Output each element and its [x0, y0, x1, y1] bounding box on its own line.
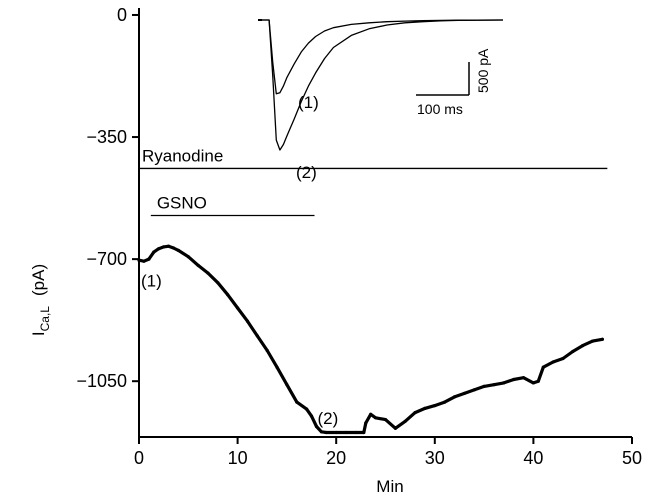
- x-tick-label: 50: [622, 448, 642, 468]
- inset-trace-label-1: (1): [298, 93, 319, 112]
- series-point: [521, 376, 526, 380]
- x-tick-label: 10: [228, 448, 248, 468]
- y-tick-label: −700: [86, 249, 127, 269]
- series-point: [472, 388, 476, 392]
- scale-bar-current-label: 500 pA: [475, 48, 491, 93]
- series-point: [309, 414, 314, 418]
- series-point: [171, 246, 176, 250]
- annotation-1: (1): [141, 272, 162, 291]
- inset-trace-2: [262, 19, 504, 151]
- series-point: [295, 400, 299, 404]
- series-point: [255, 334, 259, 338]
- series-point: [541, 365, 545, 369]
- y-tick-label: −1050: [76, 371, 127, 391]
- series-point: [482, 384, 486, 388]
- series-point: [443, 400, 447, 404]
- series-point: [152, 250, 156, 254]
- y-tick-label: 0: [117, 5, 127, 25]
- series-point: [206, 271, 210, 275]
- series-point: [502, 381, 506, 385]
- series-point: [334, 430, 338, 435]
- series-point: [324, 430, 328, 435]
- series-point: [142, 259, 146, 263]
- series-point: [236, 306, 240, 310]
- series-point: [176, 248, 180, 252]
- series-point: [571, 349, 575, 354]
- series-point: [275, 365, 279, 369]
- inset-trace-label-2: (2): [296, 163, 317, 182]
- series-point: [305, 407, 309, 411]
- y-axis-label-sub: Ca,L: [38, 306, 52, 332]
- series-point: [374, 416, 378, 420]
- main-series: [137, 244, 605, 435]
- series-point: [186, 255, 190, 259]
- series-point: [492, 383, 496, 387]
- x-tick-label: 30: [425, 448, 445, 468]
- series-point: [344, 430, 348, 435]
- series-point: [137, 258, 141, 262]
- y-axis-label-main: I: [29, 331, 48, 336]
- series-point: [354, 430, 358, 435]
- bar-label-gsno: GSNO: [157, 194, 207, 213]
- treatment-bars: Ryanodine GSNO: [139, 146, 608, 217]
- x-tick-label: 0: [134, 448, 144, 468]
- bar-label-ryanodine: Ryanodine: [142, 146, 223, 165]
- series-point: [462, 391, 466, 395]
- main-axes: 0 −350 −700 −1050 0 10 20 30 40 50 Min ICa,L (pA): [29, 5, 642, 494]
- series-point: [452, 395, 457, 399]
- series-point: [433, 404, 437, 408]
- series-point: [157, 247, 161, 251]
- series-point: [413, 411, 417, 415]
- y-tick-label: −350: [86, 127, 127, 147]
- scale-bar-time-label: 100 ms: [417, 101, 463, 117]
- series-point: [531, 381, 536, 385]
- series-point: [147, 257, 151, 261]
- series-point: [216, 281, 220, 285]
- series-point: [393, 426, 397, 430]
- series-point: [600, 337, 605, 341]
- series-point: [512, 377, 516, 382]
- series-point: [226, 293, 230, 297]
- series-point: [265, 348, 269, 353]
- series-point: [362, 430, 366, 435]
- x-tick-label: 40: [523, 448, 543, 468]
- series-point: [245, 319, 250, 323]
- series-point: [364, 421, 368, 425]
- series-point: [196, 263, 200, 267]
- y-axis-label: ICa,L (pA): [29, 264, 52, 336]
- annotation-2: (2): [317, 409, 338, 428]
- inset-trace-1: [262, 19, 504, 95]
- series-point: [591, 339, 595, 343]
- series-point: [369, 412, 373, 416]
- series-point: [551, 360, 555, 364]
- series-point: [167, 244, 171, 248]
- series-point: [285, 383, 289, 387]
- series-point: [581, 344, 585, 348]
- x-axis-label: Min: [376, 477, 403, 494]
- series-point: [162, 245, 166, 249]
- series-point: [319, 430, 323, 434]
- series-point: [561, 356, 565, 361]
- annotations: (1) (2): [141, 272, 338, 428]
- series-point: [423, 406, 427, 410]
- series-point: [383, 418, 388, 422]
- series-point: [536, 379, 540, 383]
- x-tick-label: 20: [326, 448, 346, 468]
- series-point: [314, 424, 319, 429]
- inset-chart: (1) (2) 100 ms 500 pA: [258, 19, 504, 182]
- series-point: [403, 419, 407, 423]
- y-axis-label-unit: (pA): [29, 264, 48, 296]
